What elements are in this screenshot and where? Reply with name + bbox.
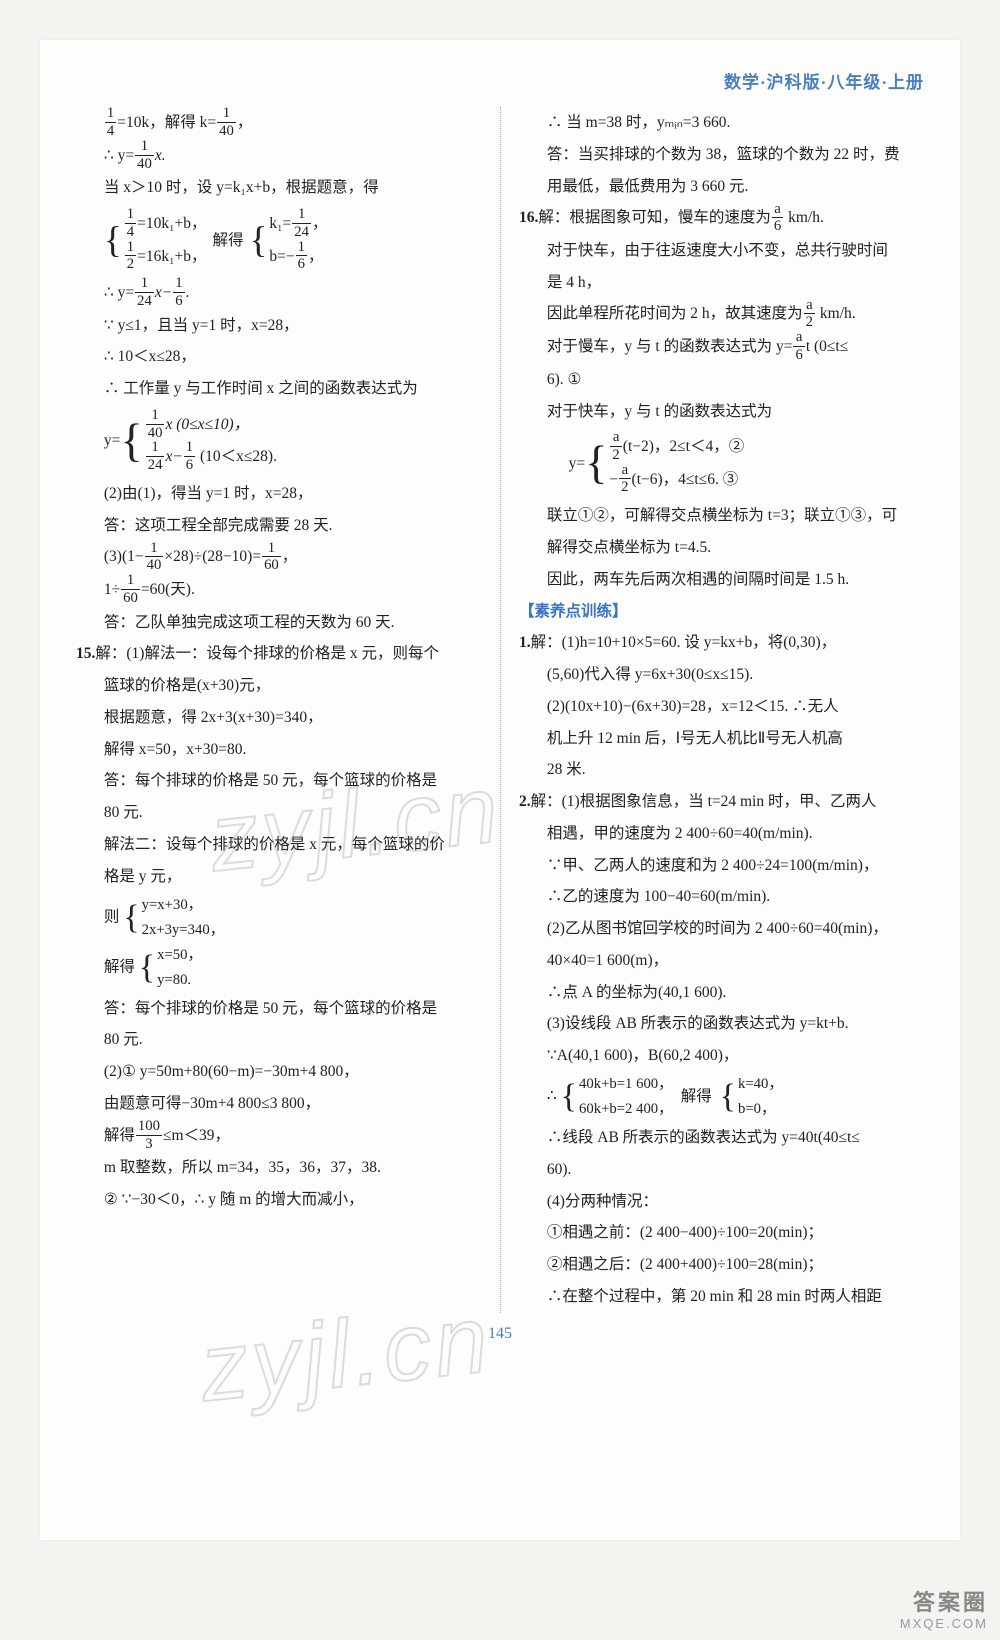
line: (2)由(1)，得当 y=1 时，x=28，	[76, 478, 486, 510]
line: 答：每个排球的价格是 50 元，每个篮球的价格是	[76, 993, 486, 1025]
line: ②相遇之后：(2 400+400)÷100=28(min)；	[519, 1249, 924, 1281]
equation-system: { 14=10k₁+b， 12=16k₁+b， 解得 { k₁=124， b=−…	[76, 208, 486, 273]
line: ∴ y=140x.	[76, 140, 486, 173]
piecewise: y= { 140x (0≤x≤10)， 124x−16 (10＜x≤28).	[76, 409, 486, 474]
line: m 取整数，所以 m=34，35，36，37，38.	[76, 1152, 486, 1184]
line: (2)① y=50m+80(60−m)=−30m+4 800，	[76, 1056, 486, 1088]
line: 解得 x=50，x+30=80.	[76, 734, 486, 766]
corner-url: MXQE.COM	[900, 1616, 988, 1632]
columns: 14=10k，解得 k=140， ∴ y=140x. 当 x＞10 时，设 y=…	[76, 107, 924, 1313]
line: 因此单程所花时间为 2 h，故其速度为a2 km/h.	[519, 298, 924, 331]
line: 机上升 12 min 后，Ⅰ号无人机比Ⅱ号无人机高	[519, 723, 924, 755]
line: 篮球的价格是(x+30)元，	[76, 670, 486, 702]
line: ∴在整个过程中，第 20 min 和 28 min 时两人相距	[519, 1281, 924, 1313]
line: 解得1003≤m＜39，	[76, 1120, 486, 1153]
line: (3)设线段 AB 所表示的函数表达式为 y=kt+b.	[519, 1008, 924, 1040]
line: ∵甲、乙两人的速度和为 2 400÷24=100(m/min)，	[519, 850, 924, 882]
line: (3)(1−140×28)÷(28−10)=160，	[76, 541, 486, 574]
line: 用最低，最低费用为 3 660 元.	[519, 171, 924, 203]
line: ∴ 10＜x≤28，	[76, 341, 486, 373]
line: ② ∵−30＜0，∴ y 随 m 的增大而减小，	[76, 1184, 486, 1216]
line: ∴线段 AB 所表示的函数表达式为 y=40t(40≤t≤	[519, 1122, 924, 1154]
line: 联立①②，可解得交点横坐标为 t=3；联立①③，可	[519, 500, 924, 532]
line: 是 4 h，	[519, 267, 924, 299]
line: 40×40=1 600(m)，	[519, 945, 924, 977]
line: 格是 y 元，	[76, 861, 486, 893]
line: 答：这项工程全部完成需要 28 天.	[76, 510, 486, 542]
line: 当 x＞10 时，设 y=k₁x+b，根据题意，得	[76, 172, 486, 204]
question-15: 15.解：(1)解法一：设每个排球的价格是 x 元，则每个	[76, 638, 486, 670]
page-header: 数学·沪科版·八年级·上册	[76, 68, 924, 93]
corner-brand: 答案圈 MXQE.COM	[900, 1590, 988, 1632]
line: 6). ①	[519, 364, 924, 396]
question-2: 2.解：(1)根据图象信息，当 t=24 min 时，甲、乙两人	[519, 786, 924, 818]
line: 相遇，甲的速度为 2 400÷60=40(m/min).	[519, 818, 924, 850]
line: 对于慢车，y 与 t 的函数表达式为 y=a6t (0≤t≤	[519, 331, 924, 364]
question-1: 1.解：(1)h=10+10×5=60. 设 y=kx+b，将(0,30)，	[519, 627, 924, 659]
line: 解法二：设每个排球的价格是 x 元，每个篮球的价	[76, 829, 486, 861]
line: 由题意可得−30m+4 800≤3 800，	[76, 1088, 486, 1120]
line: ∵ y≤1，且当 y=1 时，x=28，	[76, 310, 486, 342]
line: ∴乙的速度为 100−40=60(m/min).	[519, 881, 924, 913]
line: 答：每个排球的价格是 50 元，每个篮球的价格是	[76, 765, 486, 797]
line: (2)乙从图书馆回学校的时间为 2 400÷60=40(min)，	[519, 913, 924, 945]
line: 1÷160=60(天).	[76, 574, 486, 607]
line: 解得交点横坐标为 t=4.5.	[519, 532, 924, 564]
line: ∵A(40,1 600)，B(60,2 400)，	[519, 1040, 924, 1072]
line: 对于快车，y 与 t 的函数表达式为	[519, 396, 924, 428]
line: ∴ 工作量 y 与工作时间 x 之间的函数表达式为	[76, 373, 486, 405]
section-heading: 【素养点训练】	[519, 596, 924, 628]
line: 答：乙队单独完成这项工程的天数为 60 天.	[76, 607, 486, 639]
line: ∴点 A 的坐标为(40,1 600).	[519, 977, 924, 1009]
line: ①相遇之前：(2 400−400)÷100=20(min)；	[519, 1217, 924, 1249]
line: 28 米.	[519, 754, 924, 786]
page-number: 145	[76, 1325, 924, 1343]
line: (5,60)代入得 y=6x+30(0≤x≤15).	[519, 659, 924, 691]
line: 14=10k，解得 k=140，	[76, 107, 486, 140]
page: 数学·沪科版·八年级·上册 14=10k，解得 k=140， ∴ y=140x.…	[40, 40, 960, 1540]
line: 对于快车，由于往返速度大小不变，总共行驶时间	[519, 235, 924, 267]
corner-title: 答案圈	[900, 1590, 988, 1616]
line: 80 元.	[76, 797, 486, 829]
line: (4)分两种情况：	[519, 1186, 924, 1218]
question-16: 16.解：根据图象可知，慢车的速度为a6 km/h.	[519, 202, 924, 235]
line: 则 {y=x+30，2x+3y=340，	[76, 893, 486, 943]
line: 80 元.	[76, 1024, 486, 1056]
left-column: 14=10k，解得 k=140， ∴ y=140x. 当 x＞10 时，设 y=…	[76, 107, 500, 1313]
line: 答：当买排球的个数为 38，篮球的个数为 22 时，费	[519, 139, 924, 171]
line: ∴ y=124x−16.	[76, 277, 486, 310]
line: (2)(10x+10)−(6x+30)=28，x=12＜15. ∴无人	[519, 691, 924, 723]
line: 根据题意，得 2x+3(x+30)=340，	[76, 702, 486, 734]
line: ∴ 当 m=38 时，yₘᵢₙ=3 660.	[519, 107, 924, 139]
piecewise: y= { a2(t−2)，2≤t＜4，② −a2(t−6)，4≤t≤6. ③	[519, 431, 924, 496]
right-column: ∴ 当 m=38 时，yₘᵢₙ=3 660. 答：当买排球的个数为 38，篮球的…	[500, 107, 924, 1313]
line: ∴ {40k+b=1 600，60k+b=2 400， 解得 {k=40，b=0…	[519, 1072, 924, 1122]
line: 因此，两车先后两次相遇的间隔时间是 1.5 h.	[519, 564, 924, 596]
line: 解得 {x=50，y=80.	[76, 943, 486, 993]
line: 60).	[519, 1154, 924, 1186]
